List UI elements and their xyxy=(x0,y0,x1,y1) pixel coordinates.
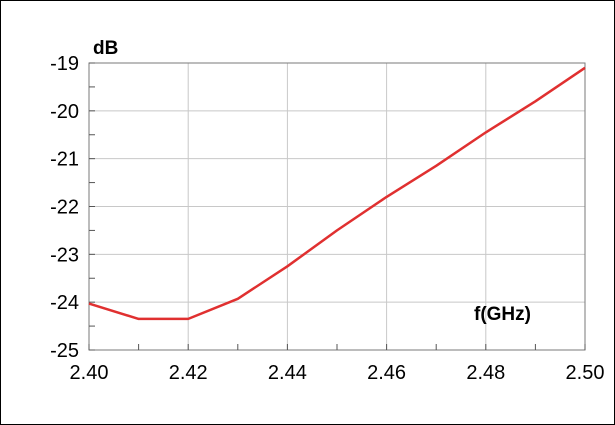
x-axis-title: f(GHz) xyxy=(474,304,531,325)
x-tick-label: 2.44 xyxy=(268,362,307,384)
y-tick-label: -25 xyxy=(50,340,79,362)
y-tick-label: -24 xyxy=(50,292,79,314)
x-tick-label: 2.50 xyxy=(566,362,605,384)
x-tick-label: 2.48 xyxy=(466,362,505,384)
x-tick-label: 2.42 xyxy=(169,362,208,384)
x-tick-labels: 2.40 2.42 2.44 2.46 2.48 2.50 xyxy=(70,362,605,384)
y-tick-labels: -19 -20 -21 -22 -23 -24 -25 xyxy=(50,53,79,362)
y-tick-label: -21 xyxy=(50,149,79,171)
y-tick-label: -22 xyxy=(50,197,79,219)
series-layer xyxy=(89,68,585,319)
y-axis-title: dB xyxy=(93,38,118,59)
x-tick-label: 2.40 xyxy=(70,362,109,384)
y-tick-label: -19 xyxy=(50,53,79,75)
y-tick-label: -23 xyxy=(50,244,79,266)
series-line-0 xyxy=(89,68,585,319)
x-tick-label: 2.46 xyxy=(367,362,406,384)
y-tick-label: -20 xyxy=(50,101,79,123)
